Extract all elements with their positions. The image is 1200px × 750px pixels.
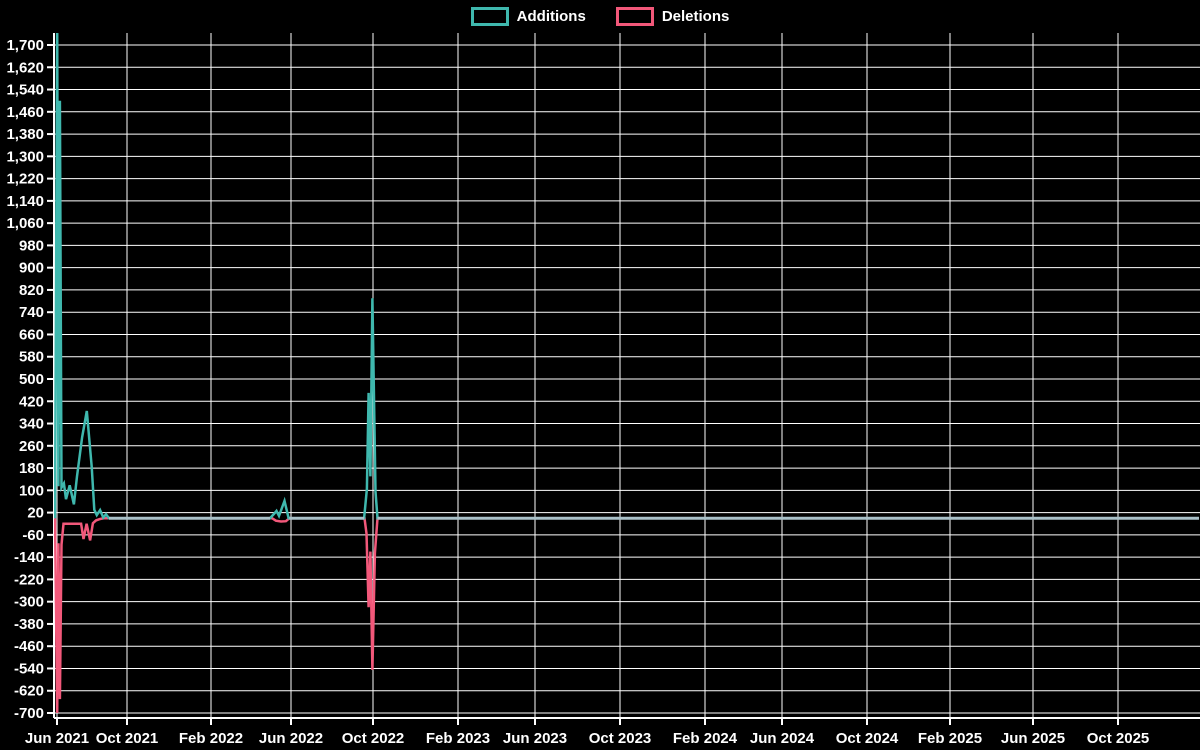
y-tick-label: 820: [19, 282, 44, 299]
y-tick-label: 1,540: [6, 82, 44, 99]
legend-label-additions: Additions: [516, 8, 586, 25]
y-tick-label: -220: [14, 571, 44, 588]
y-tick-label: 1,460: [6, 104, 44, 121]
deletions-swatch-icon: [615, 7, 654, 26]
x-tick-label: Jun 2023: [503, 730, 567, 747]
y-tick-label: -540: [14, 660, 44, 677]
x-tick-label: Jun 2022: [259, 730, 323, 747]
y-tick-label: 500: [19, 371, 44, 388]
deletions-line: [54, 516, 1199, 714]
y-tick-label: 260: [19, 438, 44, 455]
y-tick-label: 740: [19, 304, 44, 321]
y-tick-label: 980: [19, 237, 44, 254]
y-tick-label: -700: [14, 705, 44, 722]
y-tick-label: 180: [19, 460, 44, 477]
x-tick-label: Feb 2023: [426, 730, 490, 747]
y-tick-label: 1,620: [6, 59, 44, 76]
x-tick-label: Oct 2021: [96, 730, 159, 747]
y-tick-label: 1,140: [6, 193, 44, 210]
chart-legend: Additions Deletions: [0, 7, 1200, 26]
y-tick-label: 1,700: [6, 37, 44, 54]
y-tick-label: -460: [14, 638, 44, 655]
y-tick-label: 580: [19, 349, 44, 366]
legend-item-additions[interactable]: Additions: [470, 7, 586, 26]
x-tick-label: Oct 2024: [836, 730, 899, 747]
x-tick-label: Oct 2023: [589, 730, 652, 747]
legend-item-deletions[interactable]: Deletions: [615, 7, 730, 26]
y-tick-label: 1,220: [6, 171, 44, 188]
legend-label-deletions: Deletions: [661, 8, 730, 25]
x-tick-label: Jun 2021: [25, 730, 89, 747]
additions-swatch-icon: [470, 7, 509, 26]
y-tick-label: -620: [14, 683, 44, 700]
y-tick-label: 1,300: [6, 148, 44, 165]
y-tick-label: 1,060: [6, 215, 44, 232]
y-tick-label: 900: [19, 260, 44, 277]
y-tick-label: 100: [19, 482, 44, 499]
additions-line: [54, 33, 1199, 520]
x-tick-label: Feb 2022: [179, 730, 243, 747]
x-tick-label: Oct 2022: [342, 730, 405, 747]
y-tick-label: 340: [19, 416, 44, 433]
y-tick-label: 420: [19, 393, 44, 410]
y-tick-label: -380: [14, 616, 44, 633]
y-tick-label: -60: [22, 527, 44, 544]
x-tick-label: Oct 2025: [1087, 730, 1150, 747]
y-tick-label: -140: [14, 549, 44, 566]
y-tick-label: 660: [19, 326, 44, 343]
x-tick-label: Feb 2025: [918, 730, 982, 747]
y-tick-label: 20: [27, 505, 44, 522]
x-tick-label: Feb 2024: [673, 730, 738, 747]
x-tick-label: Jun 2024: [750, 730, 815, 747]
y-tick-label: -300: [14, 594, 44, 611]
y-tick-label: 1,380: [6, 126, 44, 143]
x-tick-label: Jun 2025: [1001, 730, 1065, 747]
